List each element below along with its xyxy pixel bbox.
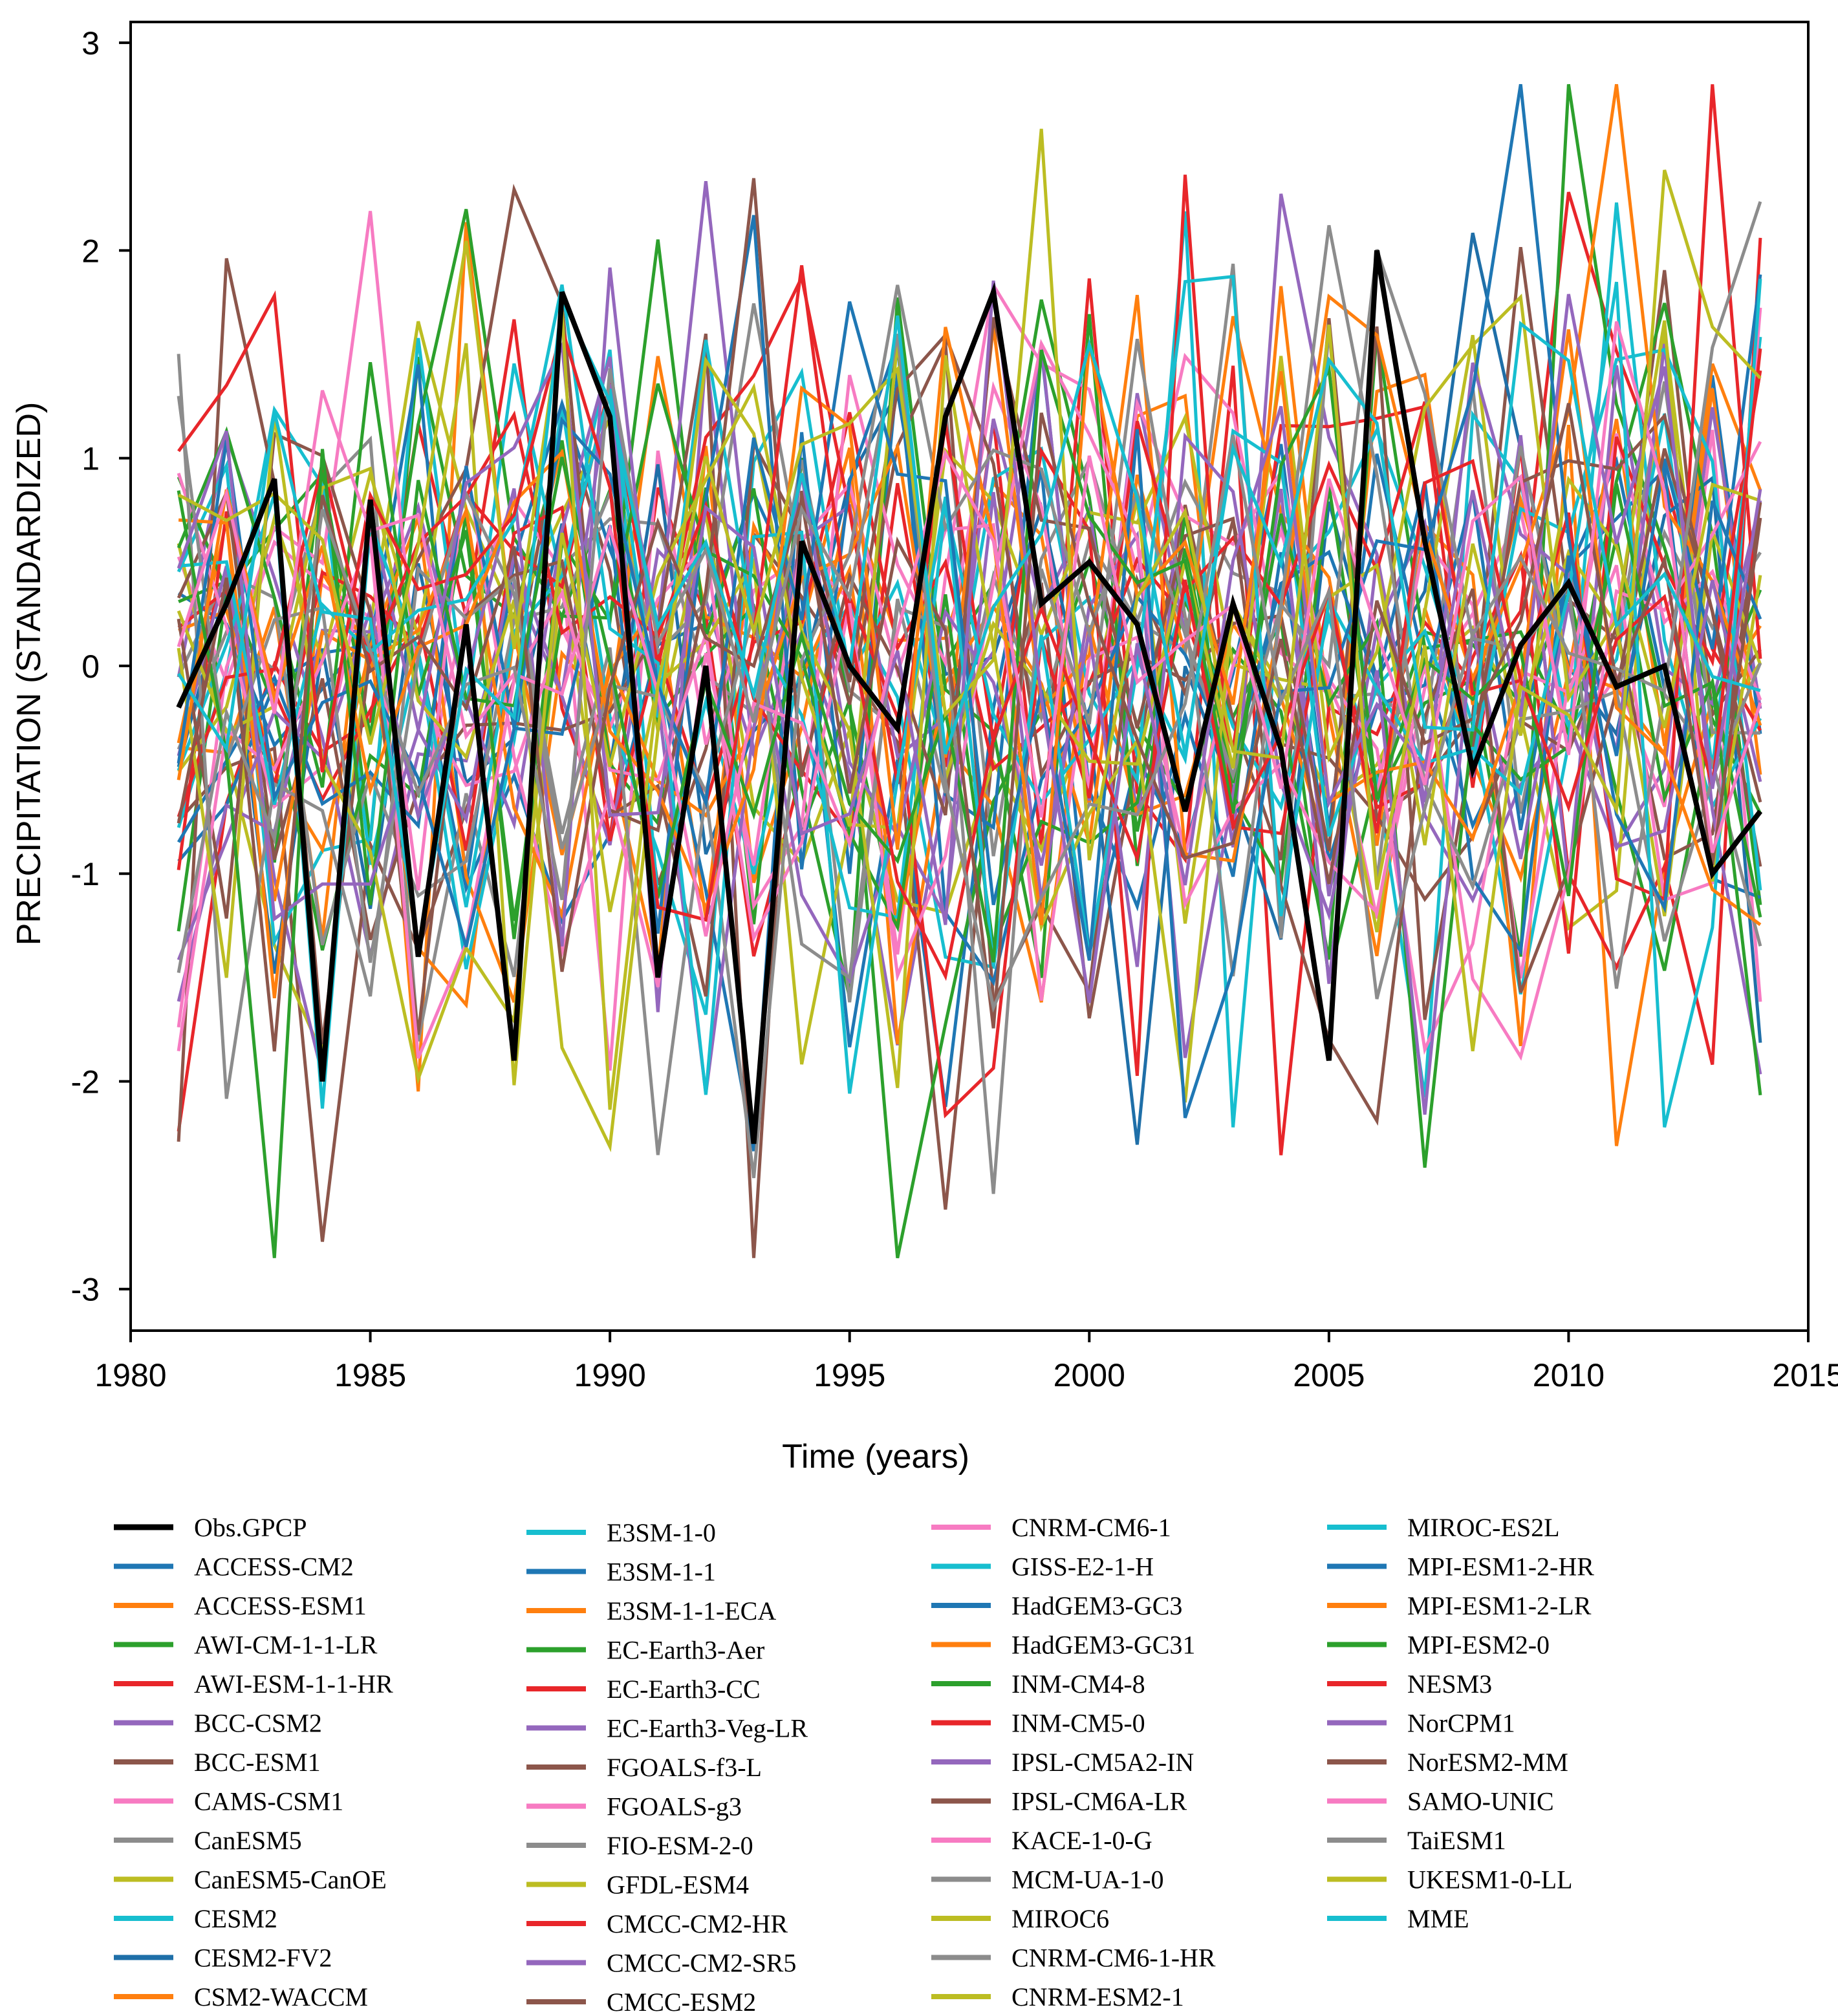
legend-label: CanESM5-CanOE [194, 1865, 387, 1894]
legend-label: CAMS-CSM1 [194, 1787, 343, 1816]
x-axis-label: Time (years) [782, 1438, 969, 1475]
x-tick-label: 2000 [1054, 1357, 1125, 1393]
legend-label: MIROC6 [1011, 1904, 1109, 1933]
legend-label: CNRM-ESM2-1 [1011, 1982, 1184, 2011]
legend-label: INM-CM4-8 [1011, 1669, 1145, 1699]
legend-label: TaiESM1 [1407, 1826, 1506, 1855]
legend-label: UKESM1-0-LL [1407, 1865, 1573, 1894]
legend-label: MCM-UA-1-0 [1011, 1865, 1164, 1894]
legend-label: CESM2-FV2 [194, 1944, 332, 1973]
legend-label: BCC-CSM2 [194, 1709, 322, 1738]
legend-label: EC-Earth3-CC [607, 1675, 761, 1704]
series-line-45 [177, 280, 1762, 1003]
x-axis: 1980 1985 1990 1995 2000 2005 2010 2015 [94, 1331, 1838, 1393]
legend-label: MPI-ESM1-2-HR [1407, 1552, 1594, 1582]
x-tick-label: 2010 [1533, 1357, 1605, 1393]
series-line-49 [177, 129, 1762, 1110]
legend-label: NorCPM1 [1407, 1709, 1515, 1738]
x-tick-label: 2015 [1772, 1357, 1838, 1393]
legend-label: BCC-ESM1 [194, 1748, 321, 1777]
legend-label: AWI-CM-1-1-LR [194, 1631, 378, 1660]
series-line-47 [177, 321, 1762, 937]
series-lines [177, 84, 1762, 1259]
legend-label: INM-CM5-0 [1011, 1709, 1145, 1738]
legend-label: CMCC-CM2-SR5 [607, 1949, 796, 1978]
y-axis: 3 2 1 0 -1 -2 -3 [71, 25, 131, 1308]
legend: Obs.GPCP ACCESS-CM2 ACCESS-ESM1 AWI-CM-1-1-… [114, 1513, 1594, 2016]
series-line-32 [177, 84, 1762, 1119]
plot-frame [129, 21, 1810, 1332]
legend-label: CNRM-CM6-1 [1011, 1513, 1171, 1542]
series-line-33 [177, 267, 1762, 1115]
legend-label: EC-Earth3-Aer [607, 1636, 764, 1665]
series-line-46 [177, 403, 1762, 1052]
legend-label: MPI-ESM2-0 [1407, 1631, 1550, 1660]
legend-label: E3SM-1-1-ECA [607, 1596, 776, 1625]
legend-label: E3SM-1-0 [607, 1518, 716, 1547]
y-tick-label: -3 [71, 1272, 100, 1308]
legend-label: NorESM2-MM [1407, 1748, 1568, 1777]
series-line-34 [177, 178, 1762, 1126]
legend-label: SAMO-UNIC [1407, 1787, 1554, 1816]
legend-label: E3SM-1-1 [607, 1558, 716, 1587]
series-line-42 [177, 327, 1762, 927]
legend-label: MIROC-ES2L [1407, 1513, 1560, 1542]
series-line-41 [177, 84, 1762, 1119]
y-axis-label: PRECIPITATION (STANDARDIZED) [10, 402, 48, 946]
y-tick-label: 2 [81, 233, 100, 269]
y-tick-label: 3 [81, 25, 100, 61]
obs-gpcp-line [176, 250, 1763, 1144]
legend-label: ACCESS-ESM1 [194, 1591, 367, 1620]
legend-label: FGOALS-g3 [607, 1792, 742, 1821]
y-tick-label: 1 [81, 441, 100, 477]
y-tick-label: 0 [81, 649, 100, 685]
legend-label: FIO-ESM-2-0 [607, 1831, 753, 1860]
legend-label: FGOALS-f3-L [607, 1753, 762, 1782]
legend-label: CSM2-WACCM [194, 1982, 368, 2011]
x-tick-label: 1985 [334, 1357, 406, 1393]
legend-label: CESM2 [194, 1904, 277, 1933]
legend-label: GISS-E2-1-H [1011, 1552, 1154, 1582]
legend-label: CanESM5 [194, 1826, 302, 1855]
legend-label: KACE-1-0-G [1011, 1826, 1152, 1855]
legend-label: EC-Earth3-Veg-LR [607, 1714, 808, 1743]
x-tick-label: 2005 [1293, 1357, 1365, 1393]
series-line-29 [177, 215, 1762, 987]
series-line-38 [177, 225, 1762, 1194]
legend-label: GFDL-ESM4 [607, 1871, 749, 1900]
series-line-26 [177, 326, 1762, 1258]
x-tick-label: 1980 [94, 1357, 166, 1393]
legend-label: CMCC-CM2-HR [607, 1909, 788, 1938]
legend-label: IPSL-CM6A-LR [1011, 1787, 1187, 1816]
legend-label: MPI-ESM1-2-LR [1407, 1591, 1592, 1620]
series-line-50 [177, 293, 1761, 951]
x-tick-label: 1995 [814, 1357, 885, 1393]
x-tick-label: 1990 [574, 1357, 646, 1393]
legend-label: MME [1407, 1904, 1469, 1933]
series-line-44 [177, 265, 1762, 981]
legend-label: AWI-ESM-1-1-HR [194, 1669, 393, 1699]
legend-label: HadGEM3-GC3 [1011, 1591, 1182, 1620]
legend-label: CMCC-ESM2 [607, 1988, 756, 2016]
legend-label: ACCESS-CM2 [194, 1552, 354, 1582]
series-line-48 [177, 201, 1762, 1013]
y-tick-label: -2 [71, 1064, 100, 1100]
obs-series-line [176, 250, 1763, 1144]
legend-label: IPSL-CM5A2-IN [1011, 1748, 1194, 1777]
y-tick-label: -1 [71, 856, 100, 892]
series-line-39 [177, 355, 1761, 1103]
legend-label: NESM3 [1407, 1669, 1492, 1699]
legend-label: CNRM-CM6-1-HR [1011, 1944, 1216, 1973]
legend-label: HadGEM3-GC31 [1011, 1631, 1195, 1660]
legend-label: Obs.GPCP [194, 1513, 307, 1542]
